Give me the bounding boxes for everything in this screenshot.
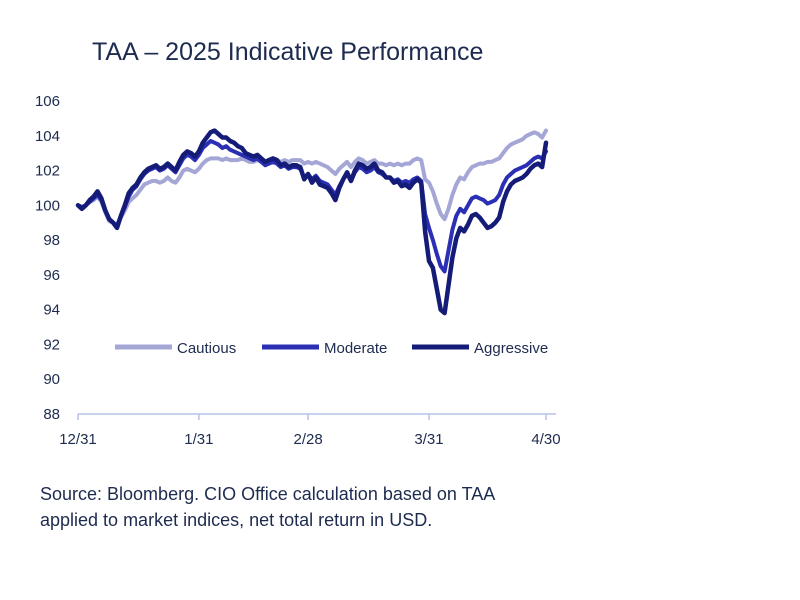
- series-line-cautious: [76, 128, 548, 227]
- x-tick-label: 2/28: [293, 431, 322, 448]
- legend-label: Moderate: [324, 340, 387, 357]
- series-line-moderate: [76, 139, 548, 274]
- y-tick-label: 104: [35, 128, 60, 145]
- y-tick-label: 98: [43, 232, 60, 249]
- x-tick-label: 12/31: [59, 431, 97, 448]
- series-line-aggressive: [75, 128, 549, 316]
- legend-item-moderate: Moderate: [262, 340, 387, 357]
- source-note: Source: Bloomberg. CIO Office calculatio…: [40, 481, 640, 533]
- y-tick-label: 94: [43, 302, 60, 319]
- legend-label: Cautious: [177, 340, 236, 357]
- legend-item-cautious: Cautious: [115, 340, 236, 357]
- y-tick-label: 90: [43, 371, 60, 388]
- x-tick-label: 4/30: [531, 431, 560, 448]
- x-tick-label: 1/31: [184, 431, 213, 448]
- y-tick-label: 88: [43, 406, 60, 423]
- x-tick-label: 3/31: [414, 431, 443, 448]
- y-tick-label: 106: [35, 93, 60, 110]
- legend-item-aggressive: Aggressive: [412, 340, 548, 357]
- y-tick-label: 92: [43, 336, 60, 353]
- y-tick-label: 100: [35, 197, 60, 214]
- source-line-1: Source: Bloomberg. CIO Office calculatio…: [40, 484, 496, 504]
- y-tick-label: 96: [43, 267, 60, 284]
- source-line-2: applied to market indices, net total ret…: [40, 510, 433, 530]
- line-chart: 88 90 92 94 96 98 100 102 104 106 12/31 1/31 2/28 3/3…: [35, 93, 561, 448]
- chart-title: TAA – 2025 Indicative Performance: [92, 38, 484, 66]
- y-tick-label: 102: [35, 163, 60, 180]
- legend-label: Aggressive: [474, 340, 548, 357]
